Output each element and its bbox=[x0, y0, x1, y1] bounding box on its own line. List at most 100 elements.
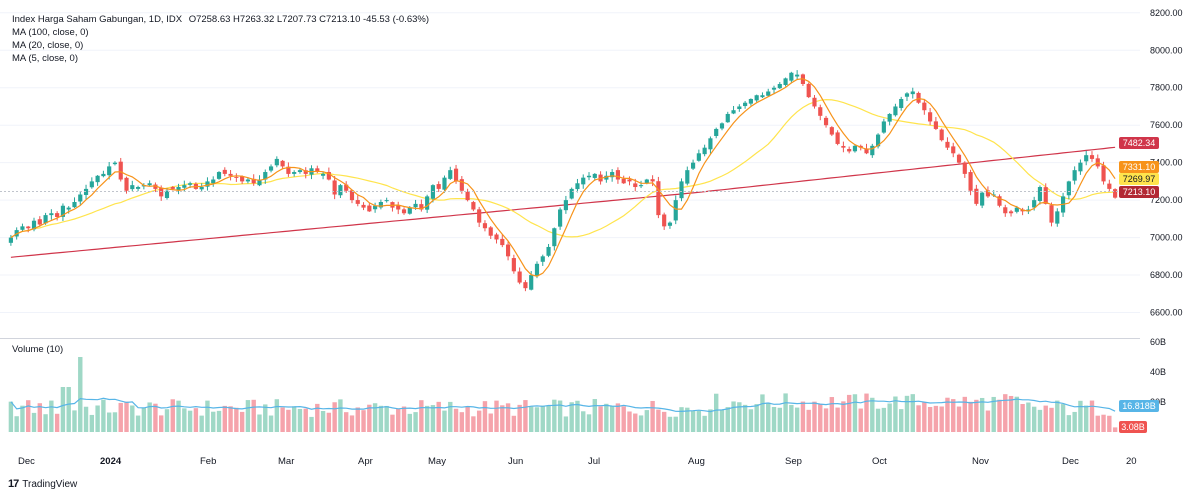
time-tick-label: 2024 bbox=[100, 456, 122, 467]
candle-body bbox=[66, 207, 71, 210]
candles bbox=[8, 70, 1118, 292]
time-axis[interactable]: Dec 2024 Feb Mar Apr May Jun Jul Aug Sep Oct Nov Dec… bbox=[18, 456, 1137, 467]
volume-bar bbox=[1101, 414, 1106, 432]
volume-bar bbox=[685, 407, 690, 432]
candle-body bbox=[968, 172, 973, 191]
volume-bar bbox=[384, 405, 389, 432]
ma5-legend[interactable]: MA (5, close, 0) bbox=[12, 53, 78, 64]
volume-bar bbox=[361, 410, 366, 432]
volume-bar bbox=[49, 400, 54, 432]
volume-bar bbox=[355, 407, 360, 432]
candle-body bbox=[777, 83, 782, 89]
volume-bar bbox=[396, 408, 401, 432]
candle-body bbox=[176, 187, 181, 191]
volume-bar bbox=[552, 399, 557, 432]
time-tick-label: Sep bbox=[785, 456, 802, 467]
volume-legend[interactable]: Volume (10) bbox=[12, 344, 64, 355]
volume-bar bbox=[453, 408, 459, 432]
volume-bar bbox=[523, 400, 528, 432]
volume-bar bbox=[199, 415, 204, 432]
volume-bar bbox=[83, 406, 89, 432]
volume-bar bbox=[702, 415, 707, 432]
candle-body bbox=[1078, 162, 1083, 172]
candle-body bbox=[1066, 181, 1071, 196]
price-tick-label: 7600.00 bbox=[1150, 120, 1183, 130]
volume-bar bbox=[112, 412, 118, 432]
volume-bar bbox=[985, 410, 991, 432]
candle-body bbox=[552, 228, 557, 247]
candle-body bbox=[326, 171, 331, 180]
volume-bar bbox=[789, 404, 794, 432]
ma20-legend[interactable]: MA (20, close, 0) bbox=[12, 40, 84, 51]
volume-bar bbox=[661, 411, 667, 432]
candle-body bbox=[916, 92, 921, 103]
symbol-title[interactable]: Index Harga Saham Gabungan, 1D, IDX bbox=[12, 14, 183, 25]
volume-ma-path bbox=[10, 397, 1116, 413]
volume-bar bbox=[719, 409, 725, 432]
candle-body bbox=[546, 246, 551, 256]
ma20-line bbox=[10, 98, 1116, 239]
candle-body bbox=[465, 191, 470, 201]
candle-body bbox=[771, 87, 777, 90]
volume-bar bbox=[656, 409, 661, 432]
candle-body bbox=[1037, 187, 1043, 201]
candle-body bbox=[49, 213, 54, 216]
volume-bar bbox=[939, 406, 944, 432]
candle-body bbox=[8, 237, 13, 243]
candle-body bbox=[130, 185, 135, 190]
volume-bar bbox=[182, 408, 187, 432]
volume-bar bbox=[997, 399, 1002, 432]
volume-bar bbox=[546, 405, 551, 432]
volume-bar bbox=[609, 406, 615, 432]
candle-body bbox=[841, 145, 846, 148]
volume-bar bbox=[159, 415, 164, 432]
candle-body bbox=[500, 238, 505, 246]
volume-bar bbox=[766, 402, 771, 432]
volume-bar bbox=[962, 396, 967, 432]
candle-body bbox=[945, 141, 950, 148]
volume-bar bbox=[557, 400, 563, 432]
candle-body bbox=[951, 146, 956, 154]
volume-bar bbox=[245, 400, 251, 432]
candle-body bbox=[373, 205, 378, 210]
candle-body bbox=[852, 145, 858, 152]
volume-bar bbox=[95, 405, 100, 432]
candle-body bbox=[83, 188, 89, 195]
candle-body bbox=[1113, 189, 1118, 198]
volume-axis[interactable]: 60B40B20B bbox=[1150, 337, 1166, 407]
volume-bar bbox=[234, 407, 239, 432]
volume-bar bbox=[153, 403, 158, 432]
volume-bar bbox=[390, 414, 395, 432]
candle-body bbox=[887, 113, 892, 122]
candle-body bbox=[847, 149, 852, 152]
candle-body bbox=[974, 188, 979, 204]
candle-body bbox=[558, 209, 563, 227]
volume-bar bbox=[1095, 415, 1100, 432]
volume-bar bbox=[60, 387, 66, 432]
price-axis[interactable]: 8200.00 8000.00 7800.00 7600.00 7400.00 7200.… bbox=[1150, 8, 1183, 318]
volume-bar bbox=[1078, 400, 1083, 432]
candle-body bbox=[135, 187, 141, 189]
candle-body bbox=[818, 107, 823, 116]
candle-body bbox=[182, 185, 187, 188]
volume-bar bbox=[667, 416, 673, 432]
volume-bar bbox=[673, 416, 678, 432]
candle-body bbox=[644, 179, 649, 184]
candle-body bbox=[228, 173, 233, 176]
price-tick-label: 8000.00 bbox=[1150, 45, 1183, 55]
candle-body bbox=[586, 175, 592, 178]
volume-bar bbox=[436, 401, 441, 432]
volume-bar bbox=[1037, 409, 1043, 432]
volume-bar bbox=[222, 405, 227, 432]
candle-body bbox=[170, 187, 175, 189]
candle-body bbox=[419, 204, 424, 210]
candle-body bbox=[471, 202, 476, 210]
ma100-legend[interactable]: MA (100, close, 0) bbox=[12, 27, 89, 38]
candle-body bbox=[303, 170, 308, 174]
volume-bar bbox=[650, 400, 655, 432]
tradingview-branding[interactable]: 17 TradingView bbox=[8, 478, 77, 490]
candle-body bbox=[89, 181, 94, 188]
ma100-path bbox=[10, 146, 1116, 258]
candle-body bbox=[627, 179, 632, 182]
